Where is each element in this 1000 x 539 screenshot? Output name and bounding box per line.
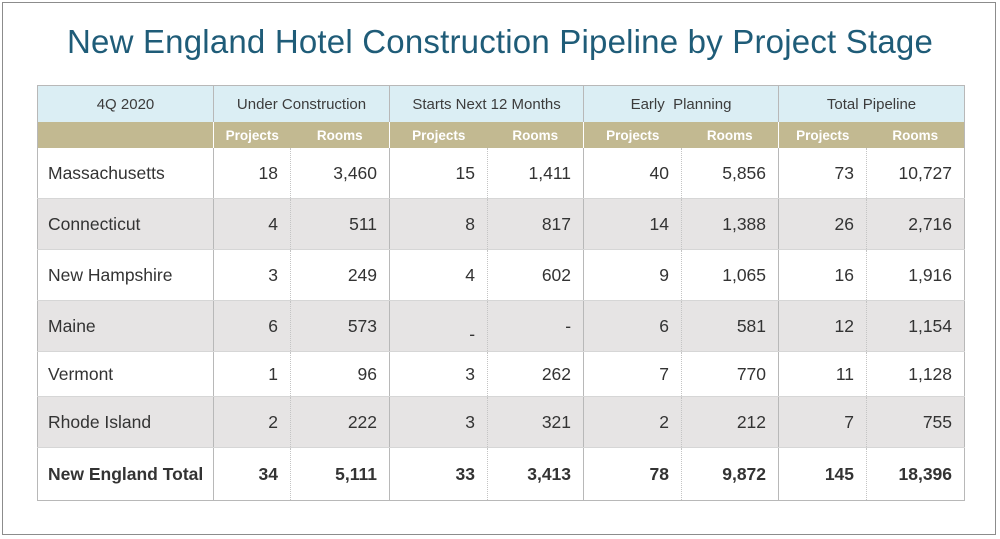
table-row: Maine 6 573 - - 6 581 12 1,154 (37, 300, 965, 352)
group-starts-next-12-months: Starts Next 12 Months (389, 85, 585, 122)
total-row: New England Total 34 5,111 33 3,413 78 9… (37, 447, 965, 501)
ep-projects: 7 (583, 351, 683, 397)
uc-projects: 1 (213, 351, 291, 397)
state-name: Rhode Island (37, 396, 214, 448)
ep-rooms: 1,065 (681, 249, 779, 301)
uc-rooms: 3,460 (290, 148, 390, 199)
sn-projects: 3 (389, 396, 489, 448)
sn-rooms: 602 (487, 249, 584, 301)
sn-projects-total: 33 (389, 447, 489, 501)
ep-rooms: 5,856 (681, 148, 779, 199)
tp-projects: 7 (778, 396, 868, 448)
uc-rooms: 96 (290, 351, 390, 397)
sn-rooms: 817 (487, 198, 584, 250)
sn-rooms: - (487, 300, 584, 352)
uc-rooms: 222 (290, 396, 390, 448)
tp-rooms: 1,128 (866, 351, 965, 397)
sn-projects-value: - (469, 323, 476, 344)
sn-projects: 4 (389, 249, 489, 301)
uc-projects: 3 (213, 249, 291, 301)
col-rooms: Rooms (487, 122, 585, 148)
uc-rooms: 573 (290, 300, 390, 352)
ep-projects: 2 (583, 396, 683, 448)
tp-projects: 16 (778, 249, 868, 301)
col-projects: Projects (778, 122, 867, 148)
ep-projects: 40 (583, 148, 683, 199)
state-name: Massachusetts (37, 148, 214, 199)
tp-rooms: 1,154 (866, 300, 965, 352)
sn-projects: 3 (389, 351, 489, 397)
table-row: Vermont 1 96 3 262 7 770 11 1,128 (37, 351, 965, 397)
col-projects: Projects (213, 122, 291, 148)
uc-rooms: 249 (290, 249, 390, 301)
tp-projects-total: 145 (778, 447, 868, 501)
tp-rooms-total: 18,396 (866, 447, 965, 501)
sn-rooms: 1,411 (487, 148, 584, 199)
state-name: Maine (37, 300, 214, 352)
ep-projects-total: 78 (583, 447, 683, 501)
uc-rooms: 511 (290, 198, 390, 250)
tp-rooms: 755 (866, 396, 965, 448)
sn-rooms: 321 (487, 396, 584, 448)
sn-projects: 15 (389, 148, 489, 199)
table-row: New Hampshire 3 249 4 602 9 1,065 16 1,9… (37, 249, 965, 301)
uc-projects-total: 34 (213, 447, 291, 501)
group-total-pipeline: Total Pipeline (778, 85, 965, 122)
uc-projects: 6 (213, 300, 291, 352)
header-row: 4Q 2020 Under Construction Starts Next 1… (37, 85, 965, 122)
subheader-blank (37, 122, 214, 148)
uc-projects: 4 (213, 198, 291, 250)
page-title: New England Hotel Construction Pipeline … (66, 23, 933, 60)
ep-rooms-total: 9,872 (681, 447, 779, 501)
sn-projects: - (389, 300, 489, 352)
tp-projects: 11 (778, 351, 868, 397)
subheader-row: Projects Rooms Projects Rooms Projects R… (37, 122, 965, 148)
tp-rooms: 2,716 (866, 198, 965, 250)
table-row: Rhode Island 2 222 3 321 2 212 7 755 (37, 396, 965, 448)
ep-rooms: 770 (681, 351, 779, 397)
col-rooms: Rooms (866, 122, 965, 148)
group-early-planning: Early Planning (583, 85, 780, 122)
pipeline-table: 4Q 2020 Under Construction Starts Next 1… (37, 85, 966, 501)
ep-projects: 6 (583, 300, 683, 352)
sn-rooms: 262 (487, 351, 584, 397)
state-name: New Hampshire (37, 249, 214, 301)
total-label: New England Total (37, 447, 214, 501)
tp-projects: 73 (778, 148, 868, 199)
table-row: Connecticut 4 511 8 817 14 1,388 26 2,71… (37, 198, 965, 250)
tp-rooms: 1,916 (866, 249, 965, 301)
state-name: Vermont (37, 351, 214, 397)
col-projects: Projects (583, 122, 682, 148)
ep-rooms: 581 (681, 300, 779, 352)
sn-rooms-total: 3,413 (487, 447, 584, 501)
ep-rooms: 1,388 (681, 198, 779, 250)
uc-projects: 18 (213, 148, 291, 199)
uc-projects: 2 (213, 396, 291, 448)
ep-rooms: 212 (681, 396, 779, 448)
col-rooms: Rooms (681, 122, 780, 148)
period-label: 4Q 2020 (37, 85, 214, 122)
table-row: Massachusetts 18 3,460 15 1,411 40 5,856… (37, 148, 965, 199)
col-projects: Projects (389, 122, 488, 148)
uc-rooms-total: 5,111 (290, 447, 390, 501)
tp-rooms: 10,727 (866, 148, 965, 199)
ep-projects: 9 (583, 249, 683, 301)
sn-projects: 8 (389, 198, 489, 250)
col-rooms: Rooms (290, 122, 391, 148)
tp-projects: 12 (778, 300, 868, 352)
group-under-construction: Under Construction (213, 85, 391, 122)
state-name: Connecticut (37, 198, 214, 250)
tp-projects: 26 (778, 198, 868, 250)
ep-projects: 14 (583, 198, 683, 250)
